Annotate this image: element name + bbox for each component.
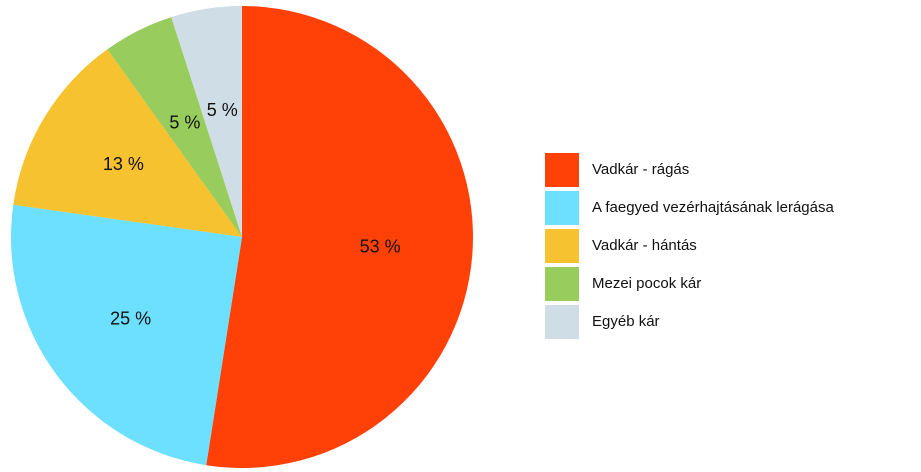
pie-slice — [13, 49, 242, 238]
legend-swatch — [545, 229, 579, 263]
pie-slice — [10, 204, 242, 466]
slice-label: 53 % — [360, 237, 401, 257]
pie-slice — [107, 17, 243, 237]
legend-swatch — [545, 191, 579, 225]
legend-label: A faegyed vezérhajtásának lerágása — [592, 199, 834, 216]
legend-label: Egyéb kár — [592, 313, 660, 330]
pie-slice — [206, 6, 473, 468]
legend-swatch — [545, 267, 579, 301]
slice-label: 13 % — [103, 154, 144, 174]
legend-label: Mezei pocok kár — [592, 275, 701, 292]
slice-label: 5 % — [207, 100, 238, 120]
legend-swatch — [545, 305, 579, 339]
legend-label: Vadkár - rágás — [592, 161, 689, 178]
pie-slice — [171, 6, 242, 237]
slice-label: 25 % — [110, 308, 151, 328]
slice-label: 5 % — [169, 112, 200, 132]
legend-label: Vadkár - hántás — [592, 237, 697, 254]
legend-swatch — [545, 153, 579, 187]
